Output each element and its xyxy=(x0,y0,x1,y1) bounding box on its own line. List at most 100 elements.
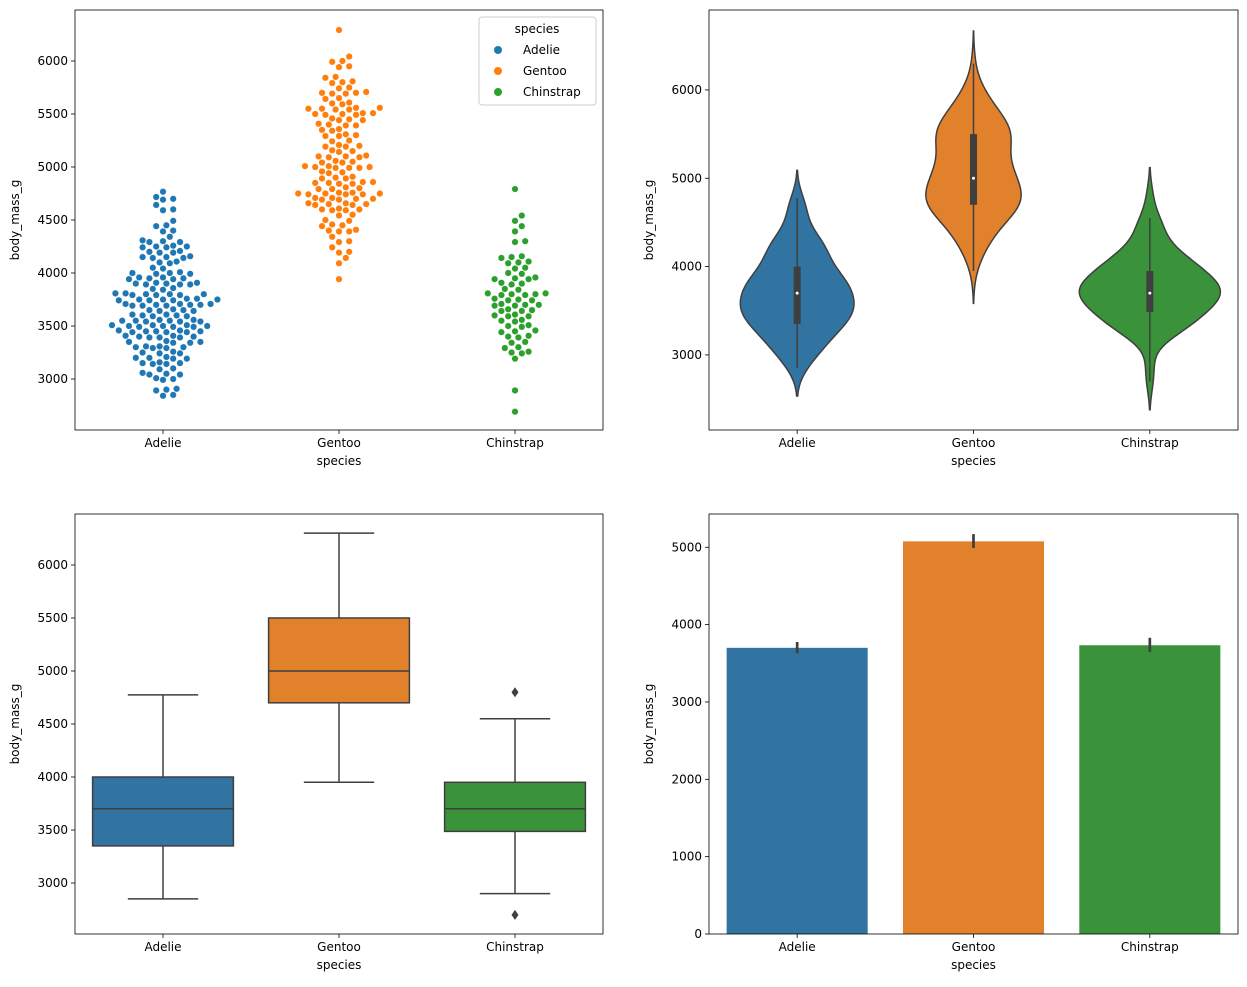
subplot-4: 0 1000 2000 3000 4000 5000 Adelie Gentoo Chinstr… xyxy=(642,513,1239,972)
swarm-point xyxy=(108,321,116,329)
swarm-point xyxy=(525,275,533,283)
swarm-point xyxy=(521,264,529,272)
swarm-point xyxy=(342,143,350,151)
swarm-point xyxy=(183,355,191,363)
swarm-point xyxy=(484,289,492,297)
swarm-point xyxy=(139,243,147,251)
swarm-point xyxy=(203,322,211,330)
swarm-point xyxy=(335,180,343,188)
y-tick-label: 0 xyxy=(694,927,702,941)
swarm-point xyxy=(514,258,522,266)
swarm-point xyxy=(531,290,539,298)
swarm-point xyxy=(162,221,170,229)
box xyxy=(267,617,411,704)
swarm-point xyxy=(504,322,512,330)
outlier-marker xyxy=(511,909,519,920)
swarm-point xyxy=(156,333,164,341)
swarm-point xyxy=(359,116,367,124)
y-axis-label: body_mass_g xyxy=(642,180,656,261)
swarm-point xyxy=(159,392,167,400)
swarm-point xyxy=(169,375,177,383)
swarm-point xyxy=(335,249,343,257)
swarm-point xyxy=(294,189,302,197)
swarm-point xyxy=(145,333,153,341)
y-tick-label: 6000 xyxy=(37,54,68,68)
swarm-point xyxy=(514,343,522,351)
swarm-point xyxy=(186,339,194,347)
swarm-point xyxy=(207,300,215,308)
swarm-point xyxy=(169,242,177,250)
swarm-point xyxy=(318,167,326,175)
swarm-point xyxy=(491,311,499,319)
x-tick-label: Gentoo xyxy=(317,436,361,450)
swarm-point xyxy=(152,279,160,287)
swarm-point xyxy=(173,311,181,319)
swarm-point xyxy=(156,249,164,257)
swarm-point xyxy=(338,78,346,86)
swarm-point xyxy=(328,146,336,154)
swarm-point xyxy=(128,269,136,277)
swarm-point xyxy=(179,343,187,351)
swarm-point xyxy=(325,200,333,208)
swarm-point xyxy=(179,254,187,262)
swarm-point xyxy=(318,105,326,113)
swarm-point xyxy=(142,318,150,326)
swarm-point xyxy=(186,280,194,288)
swarm-point xyxy=(159,206,167,214)
swarm-point xyxy=(504,259,512,267)
swarm-point xyxy=(159,237,167,245)
y-tick-label: 6000 xyxy=(37,558,68,572)
swarm-point xyxy=(325,169,333,177)
swarm-point xyxy=(162,253,170,261)
swarm-point xyxy=(128,302,136,310)
swarm-point xyxy=(342,90,350,98)
swarm-point xyxy=(518,270,526,278)
swarm-point xyxy=(139,311,147,319)
swarm-point xyxy=(345,217,353,225)
swarm-point xyxy=(345,62,353,70)
x-tick-label: Gentoo xyxy=(952,940,996,954)
swarm-point xyxy=(152,201,160,209)
swarm-point xyxy=(328,137,336,145)
y-tick-label: 3500 xyxy=(37,823,68,837)
swarm-point xyxy=(176,349,184,357)
swarm-point xyxy=(162,337,170,345)
swarm-point xyxy=(169,323,177,331)
swarm-point xyxy=(325,121,333,129)
swarm-point xyxy=(335,26,343,34)
swarm-point xyxy=(176,268,184,276)
swarm-point xyxy=(362,200,370,208)
swarm-point xyxy=(125,322,133,330)
swarm-point xyxy=(169,391,177,399)
swarm-point xyxy=(518,222,526,230)
x-axis-label: species xyxy=(317,454,362,468)
swarm-point xyxy=(521,301,529,309)
swarm-point xyxy=(359,109,367,117)
y-tick-label: 5000 xyxy=(671,540,702,554)
swarm-point xyxy=(139,236,147,244)
y-tick-label: 1000 xyxy=(671,850,702,864)
x-tick-label: Chinstrap xyxy=(1121,436,1179,450)
swarm-point xyxy=(142,327,150,335)
swarm-point xyxy=(335,275,343,283)
swarm-point xyxy=(213,296,221,304)
swarm-point xyxy=(508,339,516,347)
swarm-point xyxy=(169,332,177,340)
swarm-point xyxy=(352,89,360,97)
swarm-point xyxy=(338,159,346,167)
swarm-point xyxy=(511,311,519,319)
violin-iqr-box xyxy=(793,266,801,325)
swarm-point xyxy=(190,333,198,341)
swarm-point xyxy=(156,316,164,324)
y-axis-label: body_mass_g xyxy=(642,684,656,765)
swarm-point xyxy=(152,374,160,382)
swarm-point xyxy=(156,358,164,366)
swarm-point xyxy=(349,158,357,166)
swarm-point xyxy=(149,285,157,293)
swarm-point xyxy=(328,58,336,66)
swarm-point xyxy=(318,89,326,97)
swarm-point xyxy=(514,286,522,294)
y-tick-label: 2000 xyxy=(671,772,702,786)
swarm-point xyxy=(145,306,153,314)
swarm-point xyxy=(321,189,329,197)
